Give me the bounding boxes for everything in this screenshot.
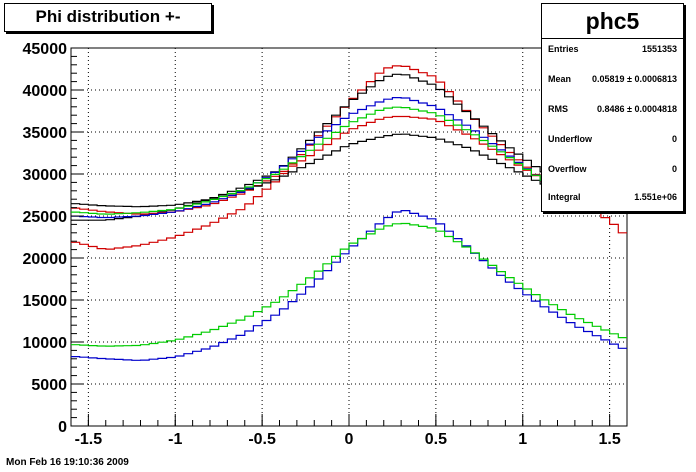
stats-name: phc5 <box>542 4 683 39</box>
y-tick-label: 25000 <box>23 209 68 226</box>
stats-key: Integral <box>548 192 581 202</box>
stats-row-integral: Integral 1.551e+06 <box>548 192 677 206</box>
stats-value: 0.8486 ± 0.0004818 <box>596 104 677 114</box>
axes: -1.5 -1 -0.5 0 0.5 1 1.5 0 5000 10000 15000 20000 25… <box>23 41 628 448</box>
stats-key: Underflow <box>548 134 592 144</box>
y-tick-label: 45000 <box>23 41 68 58</box>
stats-row-mean: Mean 0.05819 ± 0.0006813 <box>548 74 677 88</box>
y-tick-label: 30000 <box>23 167 68 184</box>
y-tick-label: 40000 <box>23 83 68 100</box>
stats-key: Mean <box>548 74 572 84</box>
stats-value: 0 <box>671 164 677 174</box>
stats-box: phc5 Entries 1551353 Mean 0.05819 ± 0.00… <box>541 3 684 212</box>
stats-value: 1551353 <box>641 44 677 54</box>
histogram-series-5 <box>71 106 627 215</box>
x-tick-label: -0.5 <box>248 431 276 448</box>
y-tick-label: 20000 <box>23 251 68 268</box>
histogram-series-6 <box>71 210 627 361</box>
stats-row-rms: RMS 0.8486 ± 0.0004818 <box>548 104 677 118</box>
x-tick-label: 0.5 <box>425 431 447 448</box>
y-tick-label: 35000 <box>23 125 68 142</box>
stats-row-underflow: Underflow 0 <box>548 134 677 148</box>
histogram-series-7 <box>71 222 627 347</box>
histogram-series-3 <box>71 133 627 208</box>
chart-title: Phi distribution +- <box>35 7 181 26</box>
stats-value: 0 <box>671 134 677 144</box>
x-tick-label: 1.5 <box>599 431 621 448</box>
stats-value: 1.551e+06 <box>634 192 677 202</box>
x-tick-label: -1 <box>168 431 182 448</box>
x-tick-label: 0 <box>345 431 354 448</box>
x-tick-label: 1 <box>518 431 527 448</box>
stats-key: RMS <box>548 104 568 114</box>
stats-row-overflow: Overflow 0 <box>548 164 677 178</box>
y-tick-label: 15000 <box>23 293 68 310</box>
stats-row-entries: Entries 1551353 <box>548 44 677 58</box>
x-tick-label: -1.5 <box>75 431 103 448</box>
y-tick-label: 0 <box>58 419 67 436</box>
stats-key: Overflow <box>548 164 587 174</box>
chart-title-box: Phi distribution +- <box>4 3 212 32</box>
stats-value: 0.05819 ± 0.0006813 <box>591 74 677 84</box>
stats-key: Entries <box>548 44 579 54</box>
y-tick-label: 10000 <box>23 335 68 352</box>
series-group <box>71 65 627 361</box>
timestamp: Mon Feb 16 19:10:36 2009 <box>6 457 129 468</box>
plot-frame <box>70 47 628 427</box>
y-tick-label: 5000 <box>31 377 67 394</box>
